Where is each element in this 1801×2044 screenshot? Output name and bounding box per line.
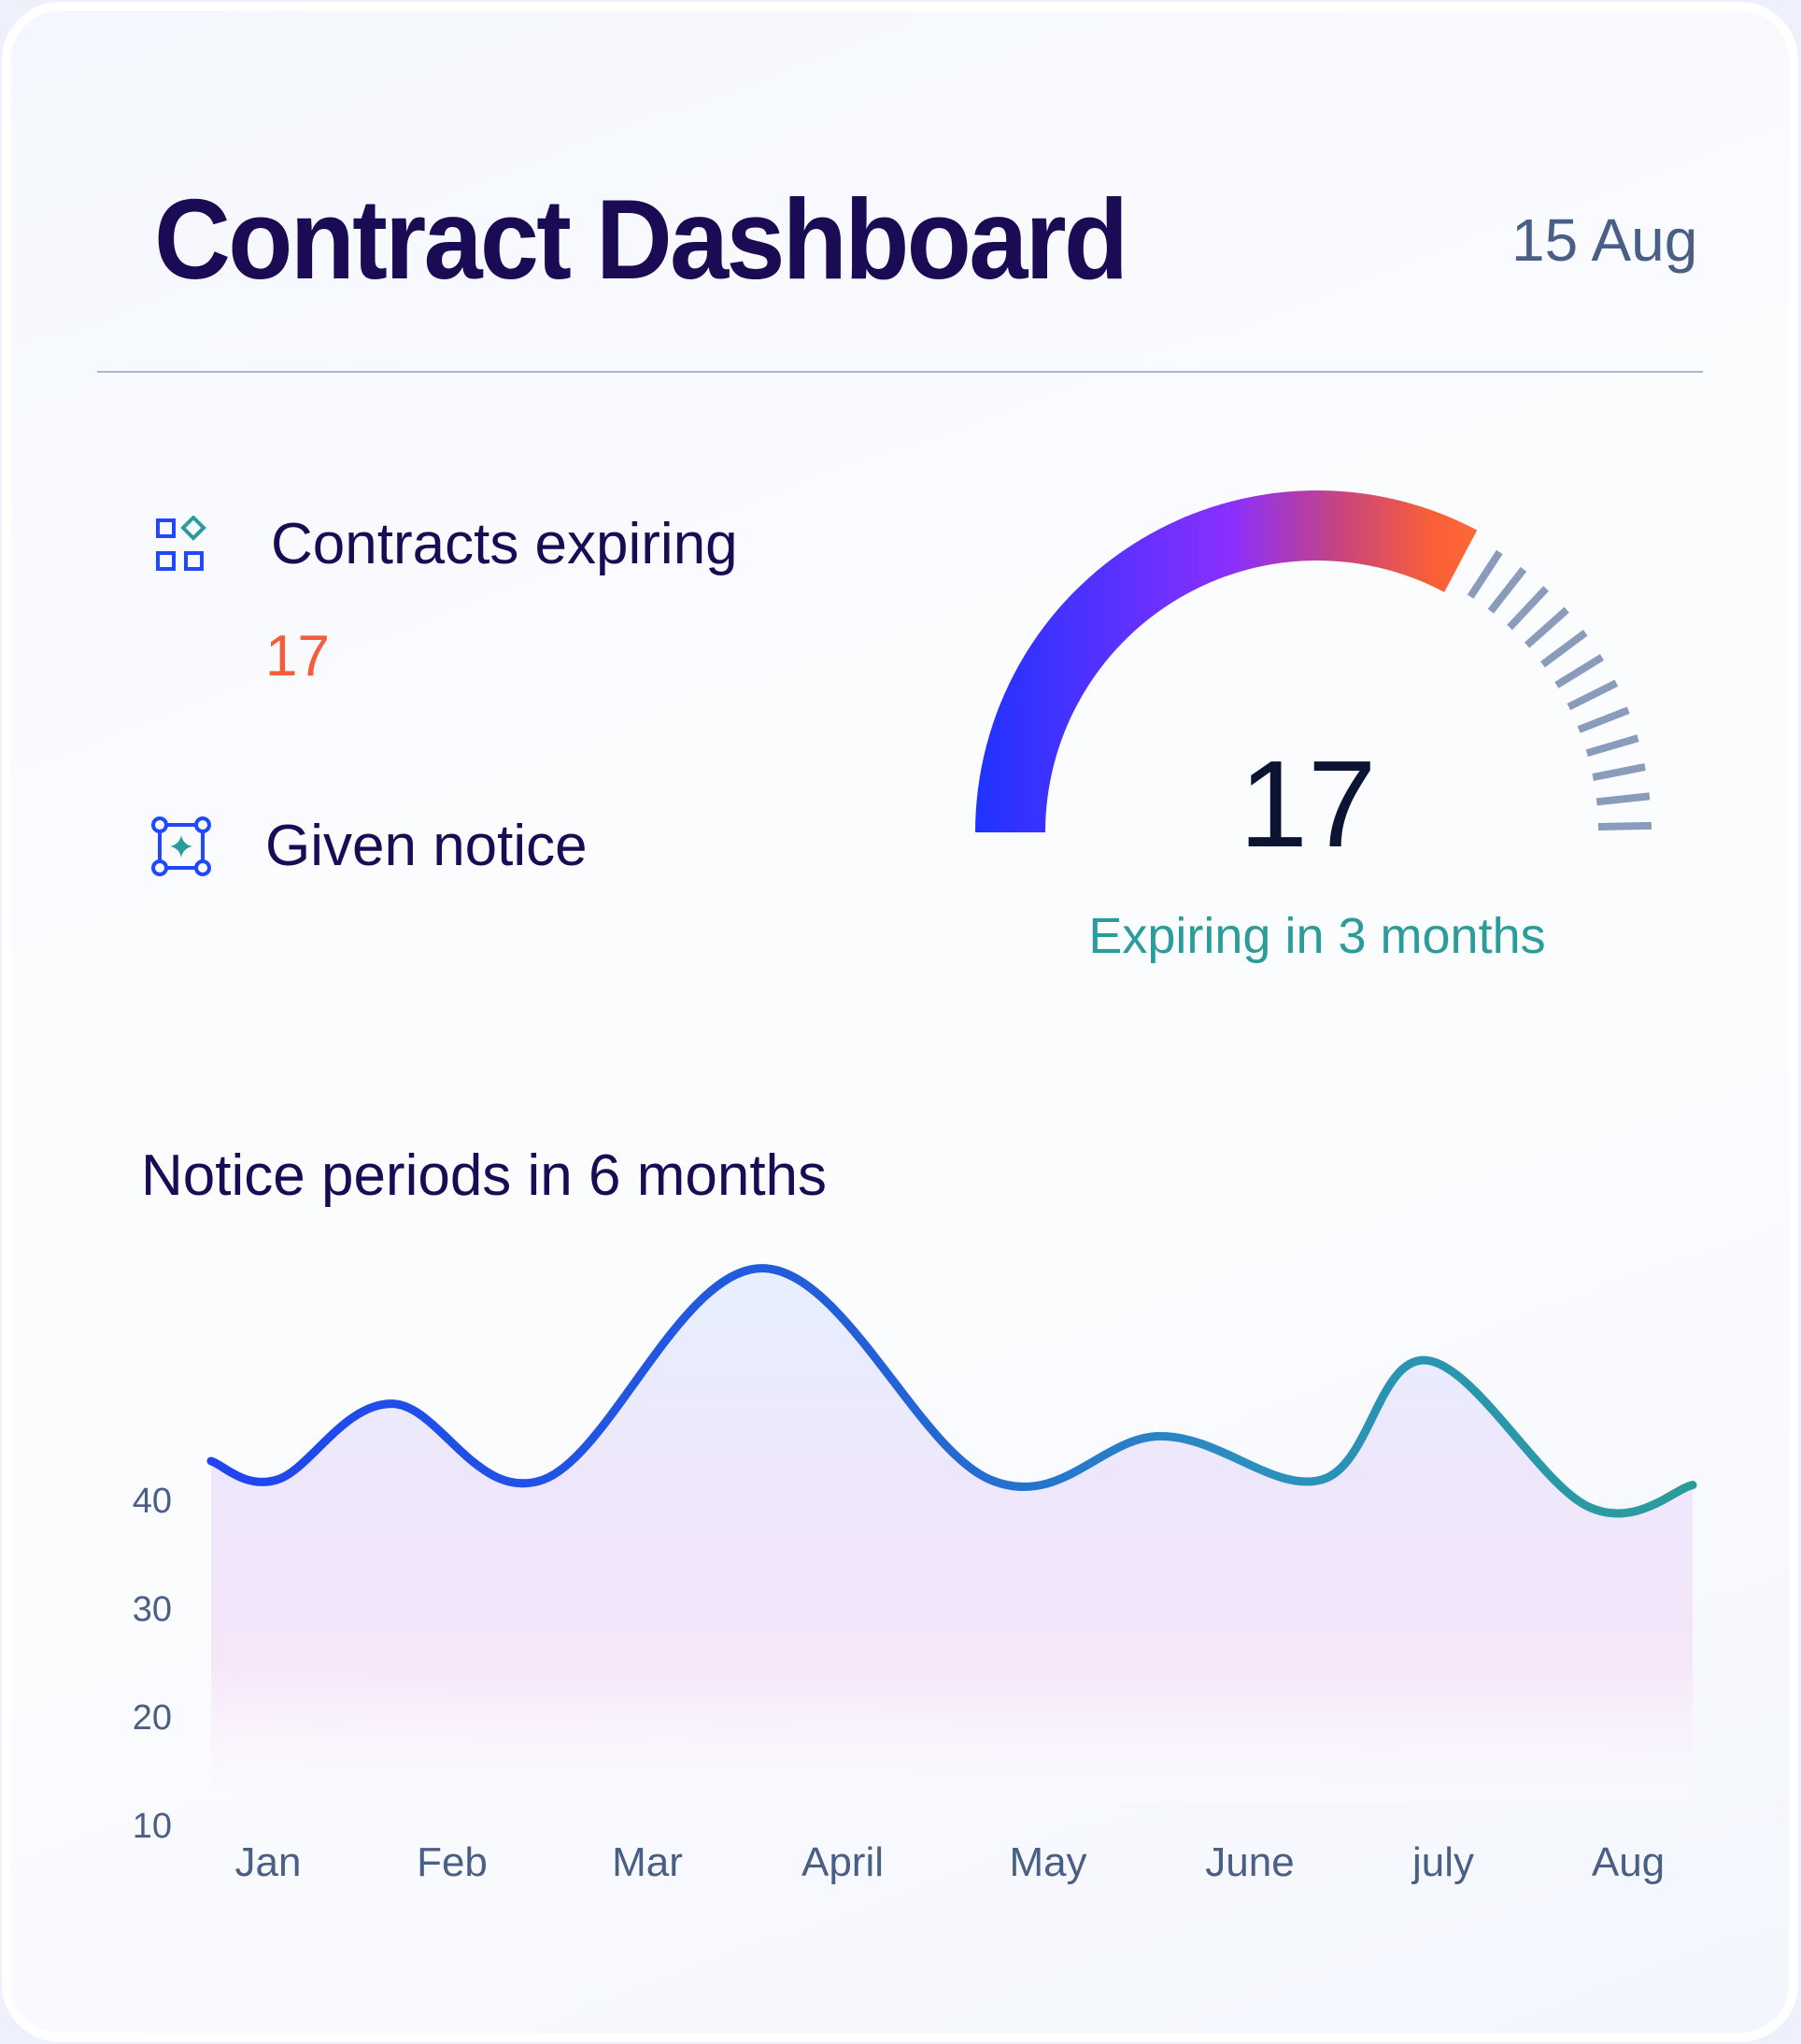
x-tick-may: May xyxy=(1009,1839,1087,1885)
chart-line xyxy=(206,1264,1697,1518)
gauge-ticks xyxy=(1467,549,1652,830)
y-tick-10: 10 xyxy=(132,1807,172,1846)
chart-area-fill xyxy=(211,1268,1693,1803)
gauge-tick xyxy=(1507,586,1549,631)
stat-contracts-expiring[interactable]: Contracts expiring xyxy=(155,516,738,574)
x-tick-jan: Jan xyxy=(234,1839,302,1885)
contracts-expiring-label: Contracts expiring xyxy=(271,512,738,576)
x-tick-april: April xyxy=(801,1839,885,1885)
y-tick-20: 20 xyxy=(132,1698,172,1738)
x-tick-mar: Mar xyxy=(612,1839,683,1885)
gauge-tick xyxy=(1554,654,1605,688)
header-divider xyxy=(97,371,1703,373)
gauge-caption: Expiring in 3 months xyxy=(1088,908,1546,964)
notice-periods-chart xyxy=(206,1264,1697,1803)
x-tick-july: july xyxy=(1411,1839,1475,1885)
frame-sparkle-icon xyxy=(151,816,211,876)
contracts-expiring-value: 17 xyxy=(265,624,330,688)
current-date: 15 Aug xyxy=(1511,206,1698,274)
gauge-progress-arc xyxy=(975,490,1478,832)
apps-grid-icon xyxy=(156,516,206,571)
gauge-tick xyxy=(1592,762,1646,781)
expiring-gauge xyxy=(975,490,1652,832)
gauge-tick xyxy=(1487,566,1527,614)
stat-given-notice[interactable]: Given notice xyxy=(149,815,588,878)
gauge-tick xyxy=(1585,734,1639,758)
y-tick-40: 40 xyxy=(132,1482,172,1521)
gauge-tick xyxy=(1577,706,1630,733)
x-tick-june: June xyxy=(1205,1839,1295,1885)
gauge-tick xyxy=(1540,630,1588,668)
chart-title: Notice periods in 6 months xyxy=(141,1143,828,1208)
page-title: Contract Dashboard xyxy=(154,176,1128,303)
gauge-tick xyxy=(1597,821,1652,830)
gauge-tick xyxy=(1524,606,1569,648)
given-notice-label: Given notice xyxy=(265,814,588,878)
x-tick-aug: Aug xyxy=(1591,1839,1666,1885)
y-tick-30: 30 xyxy=(132,1590,172,1629)
gauge-tick xyxy=(1595,792,1651,806)
gauge-tick xyxy=(1467,549,1503,599)
gauge-tick xyxy=(1567,679,1619,711)
x-tick-feb: Feb xyxy=(417,1839,488,1885)
gauge-value: 17 xyxy=(1239,735,1377,873)
